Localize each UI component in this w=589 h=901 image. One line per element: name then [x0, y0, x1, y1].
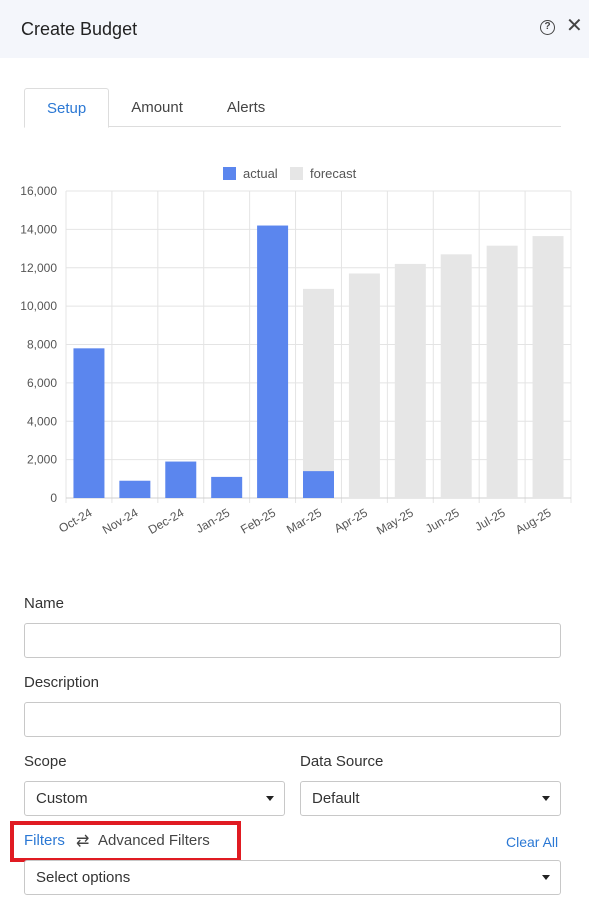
x-tick-label: Jun-25 — [423, 505, 462, 536]
clear-all-link[interactable]: Clear All — [506, 834, 559, 850]
name-field[interactable] — [24, 623, 561, 658]
legend-label-actual: actual — [243, 166, 278, 181]
x-tick-label: Oct-24 — [56, 505, 94, 535]
tab-amount[interactable]: Amount — [131, 99, 183, 116]
actual-bar-Oct-24 — [73, 348, 105, 498]
forecast-bar-Aug-25 — [532, 236, 564, 498]
tab-alerts[interactable]: Alerts — [226, 99, 266, 116]
y-tick-label: 14,000 — [20, 222, 57, 236]
actual-bar-Nov-24 — [119, 480, 151, 498]
filters-select[interactable]: Select options — [24, 860, 561, 895]
tab-bar: Setup Amount Alerts — [24, 88, 561, 128]
y-tick-label: 2,000 — [27, 453, 57, 467]
scope-select[interactable]: Custom — [24, 781, 285, 816]
y-tick-label: 12,000 — [20, 261, 57, 275]
dialog-title: Create Budget — [21, 18, 138, 39]
x-tick-label: Nov-24 — [100, 505, 141, 537]
forecast-bar-Apr-25 — [348, 273, 380, 498]
x-tick-label: May-25 — [374, 505, 416, 537]
x-tick-label: Apr-25 — [332, 505, 370, 535]
scope-label: Scope — [24, 753, 67, 770]
x-tick-label: Mar-25 — [284, 505, 324, 536]
help-circle-icon[interactable]: ? — [540, 20, 555, 35]
forecast-bar-Jun-25 — [440, 254, 472, 498]
caret-down-icon — [542, 875, 550, 880]
advanced-filters-link[interactable]: Advanced Filters — [98, 832, 210, 849]
x-tick-label: Jul-25 — [472, 505, 508, 534]
data-source-value: Default — [312, 790, 360, 807]
legend-label-forecast: forecast — [310, 166, 357, 181]
legend-swatch-actual — [223, 167, 236, 180]
y-tick-label: 10,000 — [20, 299, 57, 313]
filters-select-placeholder: Select options — [36, 869, 131, 886]
x-tick-label: Feb-25 — [238, 505, 278, 536]
forecast-bar-Jul-25 — [486, 245, 518, 498]
dialog-header: Create Budget ? ✕ — [0, 0, 589, 58]
data-source-label: Data Source — [300, 753, 384, 770]
actual-bar-Dec-24 — [165, 461, 197, 498]
tab-setup[interactable]: Setup — [24, 88, 110, 128]
legend-swatch-forecast — [290, 167, 303, 180]
caret-down-icon — [542, 796, 550, 801]
actual-bar-Feb-25 — [257, 225, 289, 498]
forecast-bar-Mar-25 — [303, 288, 334, 498]
y-tick-label: 16,000 — [20, 184, 57, 198]
name-label: Name — [24, 595, 65, 612]
filters-link[interactable]: Filters — [24, 832, 65, 849]
budget-forecast-chart: 0 2,000 4,000 6,000 8,000 10,000 12,000 14,000 1… — [20, 166, 572, 538]
description-label: Description — [24, 674, 100, 691]
x-tick-label: Dec-24 — [146, 505, 187, 537]
data-source-select[interactable]: Default — [300, 781, 561, 816]
swap-icon[interactable]: ⇄ — [76, 833, 90, 850]
y-tick-label: 8,000 — [27, 338, 57, 352]
description-field[interactable] — [24, 702, 561, 737]
x-tick-label: Jan-25 — [193, 505, 232, 536]
y-tick-label: 4,000 — [27, 414, 57, 428]
actual-bar-Jan-25 — [211, 476, 243, 498]
y-tick-label: 0 — [50, 491, 57, 505]
close-icon[interactable]: ✕ — [566, 15, 583, 37]
caret-down-icon — [266, 796, 274, 801]
actual-bar-Mar-25 — [303, 471, 334, 498]
scope-value: Custom — [36, 790, 88, 807]
forecast-bar-May-25 — [394, 263, 426, 498]
y-tick-label: 6,000 — [27, 376, 57, 390]
x-tick-label: Aug-25 — [513, 505, 554, 537]
